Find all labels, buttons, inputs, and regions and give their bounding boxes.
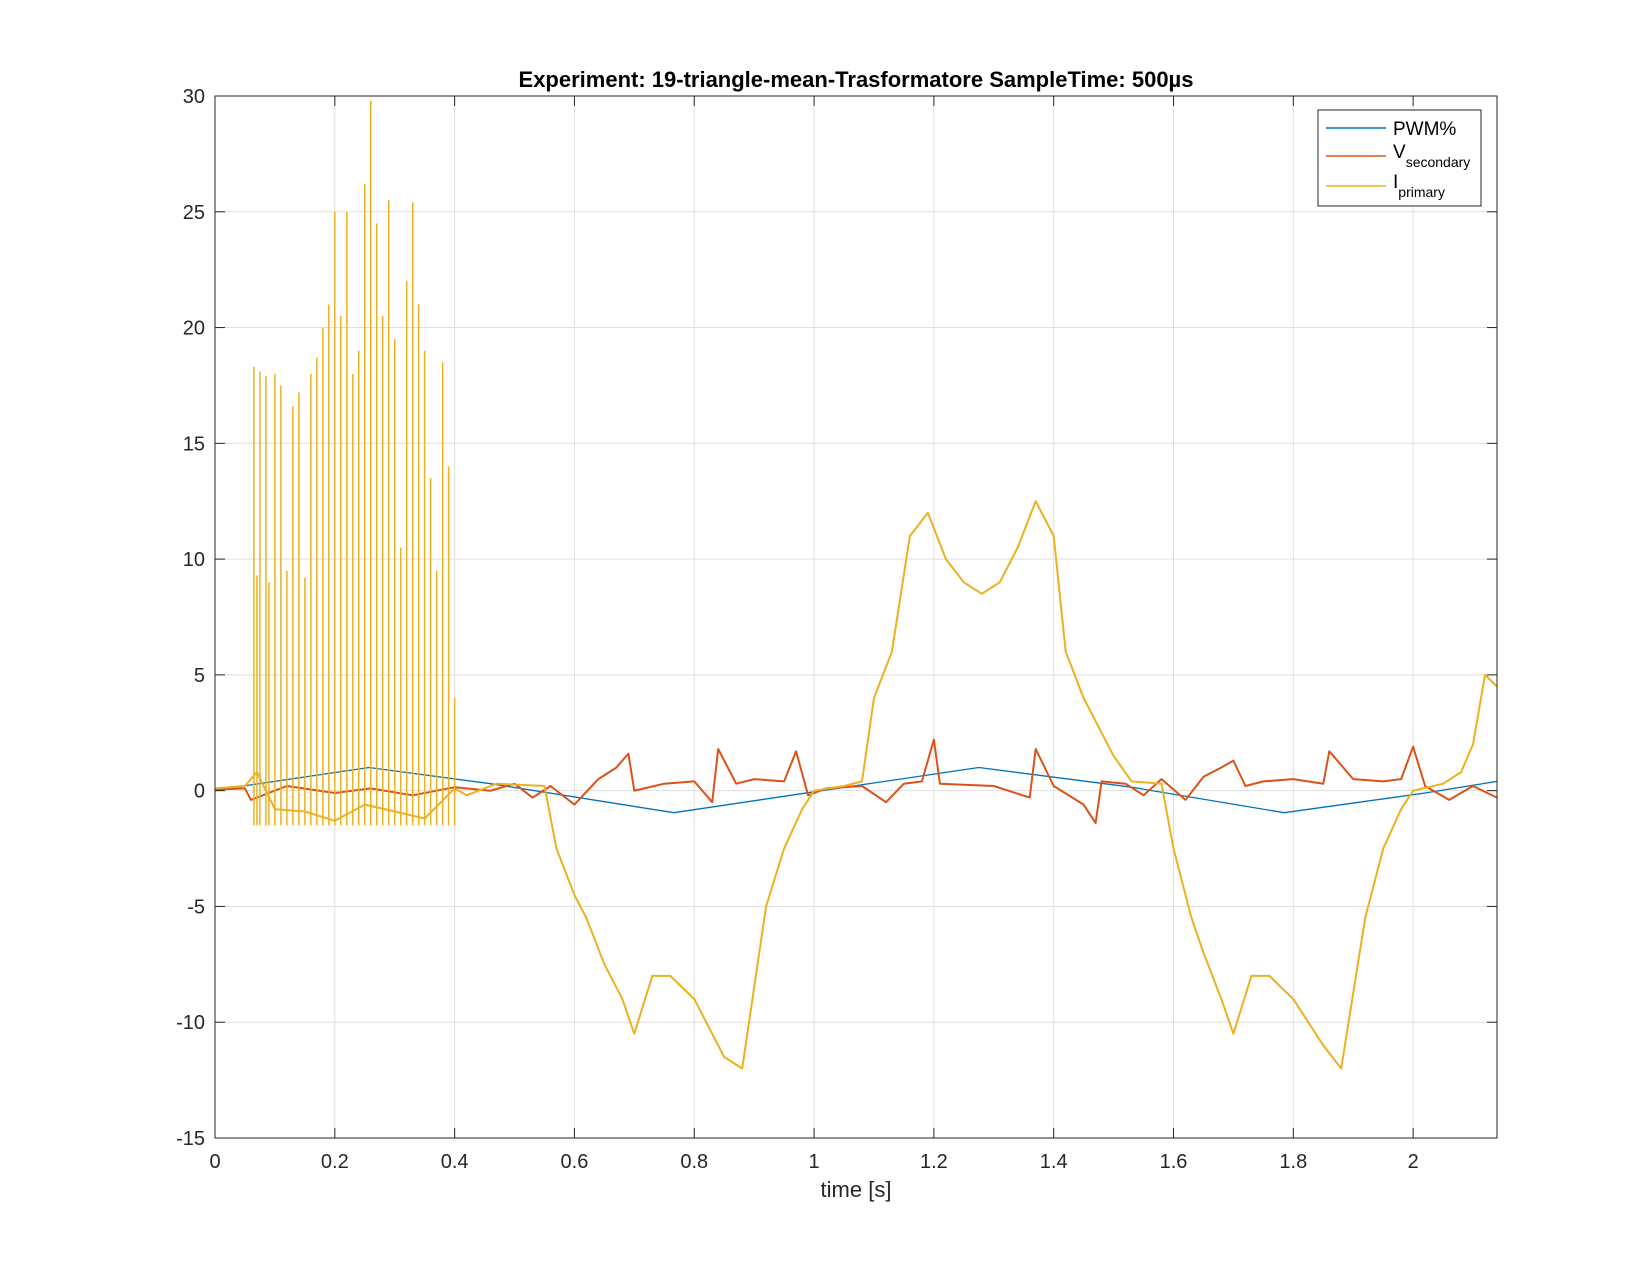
x-tick-label: 1.4: [1040, 1151, 1068, 1173]
y-tick-label: 10: [183, 549, 205, 571]
series-line-iprimary: [214, 500, 1498, 1070]
y-tick-label: 15: [183, 433, 205, 455]
series-line-vsecondary: [214, 738, 1498, 825]
x-tick-label: 1.8: [1279, 1151, 1307, 1173]
y-tick-label: 5: [194, 665, 205, 687]
ticks: 0 0.2 0.4 0.6 0.8 1 1.2 1.4 1.6 1.8 2 -15 -10 -5 0 5 10 1…: [176, 86, 1497, 1173]
x-tick-label: 0.6: [561, 1151, 589, 1173]
x-tick-label: 1.6: [1160, 1151, 1188, 1173]
x-tick-label: 0.8: [680, 1151, 708, 1173]
legend-label-vsecondary: Vsecondary: [1393, 142, 1470, 170]
y-tick-label: 25: [183, 202, 205, 224]
x-tick-label: 0.4: [441, 1151, 469, 1173]
series-layer: [214, 100, 1498, 1070]
y-tick-label: 30: [183, 86, 205, 108]
chart-title: Experiment: 19-triangle-mean-Trasformato…: [519, 67, 1194, 92]
legend-label-pwm: PWM%: [1393, 119, 1456, 140]
x-tick-label: 1.2: [920, 1151, 948, 1173]
grid: [214, 95, 1497, 1139]
legend-label-iprimary: Iprimary: [1393, 172, 1445, 200]
plot-background: [215, 96, 1497, 1138]
x-tick-label: 0.2: [321, 1151, 349, 1173]
x-tick-label: 2: [1408, 1151, 1419, 1173]
y-tick-label: -10: [176, 1012, 205, 1034]
legend-box: [1317, 109, 1482, 207]
y-tick-label: 20: [183, 318, 205, 340]
x-tick-label: 0: [209, 1151, 220, 1173]
legend: PWM% Vsecondary Iprimary: [1317, 109, 1482, 207]
plot-frame: [214, 95, 1498, 1139]
y-tick-label: 0: [194, 781, 205, 803]
x-axis-label: time [s]: [821, 1177, 892, 1202]
x-tick-label: 1: [809, 1151, 820, 1173]
y-tick-label: -5: [187, 896, 205, 918]
y-tick-label: -15: [176, 1128, 205, 1150]
